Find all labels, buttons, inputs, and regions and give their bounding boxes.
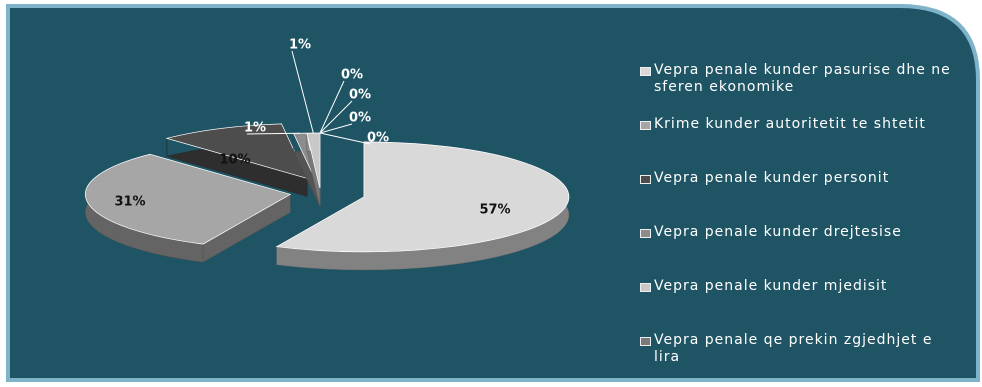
slice — [85, 153, 292, 245]
legend-label: Krime kunder autoritetit te shtetit — [654, 116, 926, 132]
legend-item: Vepra penale kunder mjedisit — [640, 278, 960, 332]
leader-line — [319, 123, 353, 134]
data-label: 1% — [289, 38, 311, 53]
legend: Vepra penale kunder pasurise dhe ne sfer… — [640, 62, 960, 386]
data-label: 1% — [244, 121, 266, 136]
legend-item: Vepra penale qe prekin zgjedhjet e lira — [640, 332, 960, 386]
legend-label: Vepra penale qe prekin zgjedhjet e lira — [654, 332, 933, 365]
leader-line — [291, 50, 314, 134]
legend-item: Vepra penale kunder personit — [640, 170, 960, 224]
data-label: 0% — [341, 68, 363, 83]
legend-swatch — [640, 67, 651, 76]
data-label: 0% — [349, 111, 371, 126]
legend-label: Vepra penale kunder mjedisit — [654, 278, 888, 294]
legend-label: Vepra penale kunder drejtesise — [654, 224, 902, 240]
legend-swatch — [640, 337, 651, 346]
legend-swatch — [640, 283, 651, 292]
data-label: 31% — [114, 195, 145, 210]
slice — [165, 123, 308, 179]
leader-line — [246, 132, 300, 135]
legend-item: Vepra penale kunder pasurise dhe ne sfer… — [640, 62, 960, 116]
pie: 57% 31% 10% 1% 1% 0% 0% 0% 0% — [85, 38, 570, 271]
legend-item: Vepra penale kunder drejtesise — [640, 224, 960, 278]
leader-line — [319, 132, 371, 145]
data-label: 10% — [219, 153, 250, 168]
legend-label: Vepra penale kunder personit — [654, 170, 890, 186]
leader-line — [319, 80, 345, 134]
data-label: 0% — [367, 131, 389, 146]
data-label: 0% — [349, 88, 371, 103]
legend-swatch — [640, 229, 651, 238]
legend-label: Vepra penale kunder pasurise dhe ne sfer… — [654, 62, 951, 95]
legend-swatch — [640, 175, 651, 184]
leader-line — [319, 100, 353, 134]
legend-swatch — [640, 121, 651, 130]
legend-item: Krime kunder autoritetit te shtetit — [640, 116, 960, 170]
data-label: 57% — [479, 203, 510, 218]
slice — [275, 141, 570, 253]
